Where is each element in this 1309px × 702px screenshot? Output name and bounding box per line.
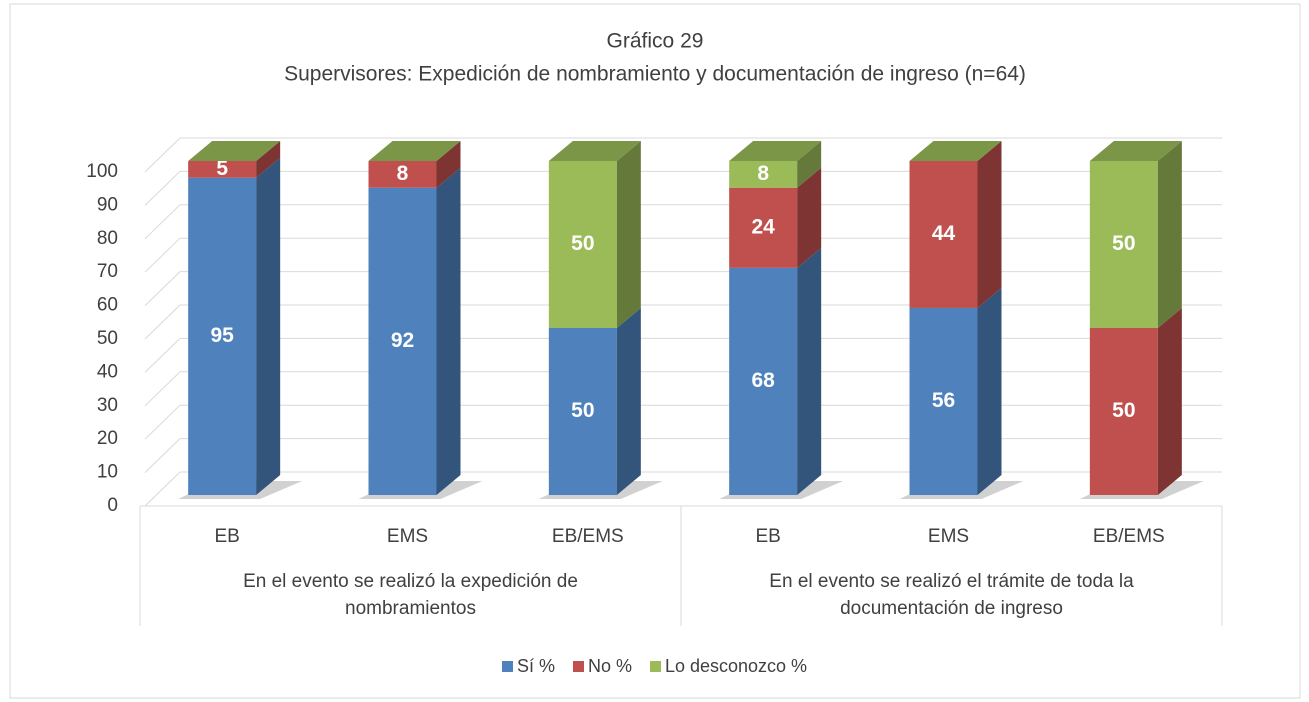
- bar-segment: [1089, 328, 1158, 495]
- y-tick-label: 50: [97, 328, 118, 349]
- bar-segment: [548, 328, 617, 495]
- grid-line: [144, 237, 181, 273]
- grid-line: [144, 304, 181, 340]
- bar-top: [548, 141, 641, 161]
- value-label: 56: [932, 389, 955, 412]
- legend-swatch: [572, 661, 584, 672]
- bar-side: [797, 247, 822, 495]
- legend-swatch: [501, 661, 513, 672]
- y-tick-label: 60: [97, 295, 118, 316]
- y-tick-label: 70: [97, 261, 118, 282]
- bar-segment: [188, 161, 257, 178]
- bar-segment: [729, 187, 798, 268]
- group-label: En el evento se realizó la expedición de…: [243, 571, 578, 619]
- grid-line: [144, 338, 181, 373]
- bar-side: [797, 141, 822, 188]
- grid-line: [144, 471, 181, 507]
- grid-line: [144, 438, 181, 473]
- bar-side: [616, 141, 641, 328]
- grid-line: [144, 204, 181, 240]
- legend-swatch: [649, 661, 661, 672]
- legend: Sí % No % Lo desconozco %: [0, 656, 1309, 677]
- bar-segment: [909, 307, 978, 495]
- value-label: 95: [210, 324, 234, 347]
- bar-side: [1157, 308, 1182, 495]
- chart-subtitle: Supervisores: Expedición de nombramiento…: [284, 63, 1026, 86]
- bar-side: [436, 141, 461, 188]
- bar-side: [1157, 141, 1182, 328]
- value-label: 50: [1112, 399, 1135, 422]
- grid-line: [144, 271, 181, 306]
- x-tick-label: EB/EMS: [1093, 526, 1165, 547]
- value-label: 24: [751, 215, 775, 238]
- bar-segment: [368, 187, 437, 495]
- chart-frame: [9, 3, 1301, 699]
- chart-title: Gráfico 29: [607, 30, 704, 53]
- legend-item: Lo desconozco %: [649, 656, 808, 677]
- grid-line: [144, 137, 181, 173]
- y-tick-label: 100: [86, 161, 118, 182]
- bar-top: [909, 141, 1002, 161]
- bar-top: [729, 141, 822, 161]
- grid-line: [144, 404, 181, 440]
- legend-item: No %: [572, 656, 632, 677]
- bar-segment: [368, 161, 437, 188]
- bar-side: [977, 141, 1002, 308]
- y-tick-label: 0: [107, 495, 118, 516]
- x-tick-label: EB: [755, 526, 780, 547]
- value-label: 50: [571, 399, 594, 422]
- grid-line: [144, 371, 181, 407]
- value-label: 5: [216, 157, 228, 180]
- y-tick-label: 40: [97, 361, 118, 382]
- group-label: En el evento se realizó el trámite de to…: [769, 571, 1134, 619]
- legend-label: Lo desconozco %: [664, 656, 808, 676]
- bar-segment: [729, 161, 798, 188]
- bar-side: [256, 141, 281, 178]
- y-tick-label: 80: [97, 228, 118, 249]
- bar-side: [256, 157, 281, 495]
- bar-top: [368, 141, 461, 161]
- value-label: 8: [397, 162, 409, 185]
- bar-side: [977, 287, 1002, 495]
- value-label: 50: [1112, 232, 1135, 255]
- bar-segment: [548, 161, 617, 328]
- bar-segment: [188, 177, 257, 495]
- bar-segment: [729, 267, 798, 495]
- value-label: 68: [751, 369, 775, 392]
- x-tick-label: EB: [214, 526, 239, 547]
- bar-top: [1089, 141, 1182, 161]
- value-label: 92: [391, 329, 414, 352]
- bar-top: [188, 141, 281, 161]
- value-label: 44: [932, 222, 956, 245]
- bar-segment: [909, 161, 978, 308]
- x-tick-label: EMS: [387, 526, 428, 547]
- grid-line: [144, 171, 181, 206]
- y-tick-label: 90: [97, 194, 118, 215]
- legend-label: Sí %: [516, 656, 555, 676]
- bar-side: [436, 167, 461, 495]
- legend-label: No %: [587, 656, 632, 676]
- bar-segment: [1089, 161, 1158, 328]
- value-label: 50: [571, 232, 594, 255]
- y-tick-label: 20: [97, 428, 118, 449]
- y-tick-label: 10: [97, 462, 118, 483]
- bar-side: [797, 167, 822, 268]
- x-tick-label: EB/EMS: [552, 526, 624, 547]
- x-tick-label: EMS: [928, 526, 969, 547]
- y-tick-label: 30: [97, 395, 118, 416]
- legend-item: Sí %: [501, 656, 555, 677]
- bar-side: [616, 308, 641, 495]
- value-label: 8: [757, 162, 769, 185]
